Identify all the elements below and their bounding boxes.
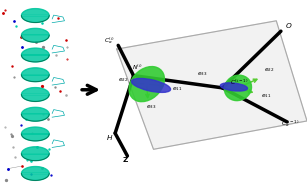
Polygon shape [117, 21, 307, 149]
Ellipse shape [131, 78, 171, 92]
Text: $e_{11}$: $e_{11}$ [172, 85, 183, 93]
Ellipse shape [129, 67, 165, 102]
Text: $e_{22}$: $e_{22}$ [264, 66, 275, 74]
Polygon shape [21, 28, 49, 42]
Polygon shape [21, 48, 49, 62]
Text: $O$: $O$ [285, 21, 292, 30]
Text: $\mathbf{Z}$: $\mathbf{Z}$ [122, 155, 129, 164]
Polygon shape [21, 147, 49, 161]
Ellipse shape [224, 75, 251, 101]
Text: $e_{11}$: $e_{11}$ [261, 92, 272, 100]
Text: $H$: $H$ [106, 132, 114, 142]
Text: $e_{33}$: $e_{33}$ [146, 103, 156, 111]
Polygon shape [21, 9, 49, 22]
Polygon shape [21, 127, 49, 141]
Text: $N^{(i)}$: $N^{(i)}$ [132, 62, 143, 72]
Text: $C_\alpha^{(i-1)}$: $C_\alpha^{(i-1)}$ [281, 118, 299, 129]
Text: $e_{33}$: $e_{33}$ [197, 70, 208, 78]
Polygon shape [21, 68, 49, 82]
Polygon shape [21, 107, 49, 121]
Text: $e_{22}$: $e_{22}$ [118, 76, 128, 84]
Polygon shape [21, 167, 49, 180]
Text: $C_\alpha^{(i)}$: $C_\alpha^{(i)}$ [103, 35, 114, 46]
Polygon shape [21, 88, 49, 101]
Ellipse shape [220, 83, 247, 91]
Text: $C^{(i-1)}$: $C^{(i-1)}$ [230, 77, 248, 87]
